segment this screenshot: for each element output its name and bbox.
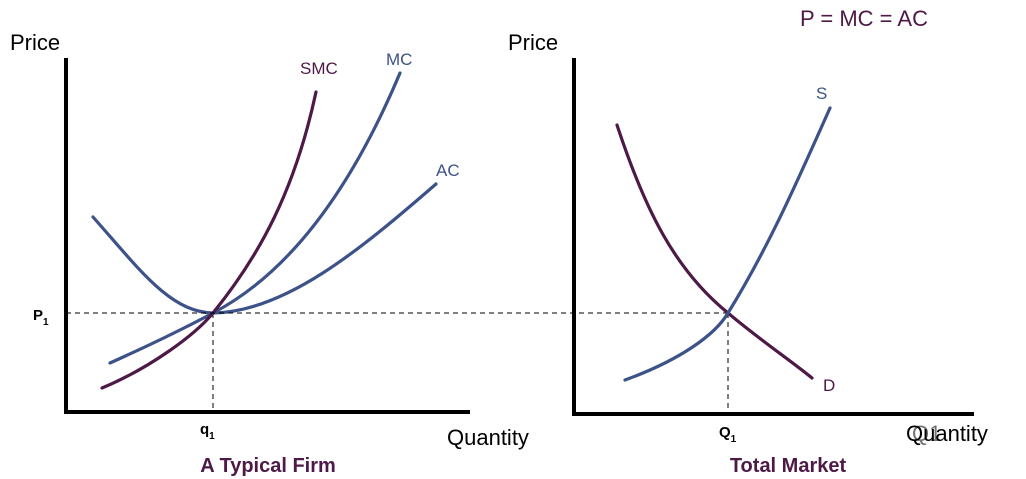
smc-label: SMC — [300, 59, 338, 78]
mc-label: MC — [386, 50, 412, 69]
demand-curve — [615, 123, 814, 380]
firm-quantity-tick-sub: 1 — [209, 431, 215, 442]
firm-panel-title: A Typical Firm — [200, 455, 336, 477]
firm-quantity-tick-main: q — [200, 421, 209, 438]
market-quantity-tick-sub: 1 — [731, 434, 737, 445]
firm-quantity-tick: q1 — [200, 421, 215, 442]
firm-x-axis-label: Quantity — [447, 425, 529, 450]
market-quantity-tick: Q1 — [719, 424, 737, 445]
ac-curve — [91, 182, 438, 315]
market-x-axis-label: Quantity — [906, 421, 988, 446]
demand-label: D — [823, 376, 835, 395]
equilibrium-formula: P = MC = AC — [800, 6, 928, 31]
market-overlap-glyph: Q1 — [912, 421, 941, 446]
firm-price-tick-sub: 1 — [43, 317, 49, 328]
market-panel: Price Quantity Q1 Q1 S D Total Market — [508, 30, 988, 477]
firm-panel: Price Quantity P1 q1 SMC MC AC A Typical… — [10, 30, 529, 477]
mc-curve — [108, 71, 402, 365]
ac-label: AC — [436, 161, 460, 180]
supply-label: S — [816, 84, 827, 103]
firm-price-tick-main: P — [33, 307, 43, 324]
supply-curve — [623, 106, 832, 382]
market-y-axis-label: Price — [508, 30, 558, 55]
firm-y-axis-label: Price — [10, 30, 60, 55]
market-quantity-tick-main: Q — [719, 424, 731, 441]
market-panel-title: Total Market — [730, 455, 847, 477]
firm-price-tick: P1 — [33, 307, 49, 328]
smc-curve — [100, 90, 318, 390]
